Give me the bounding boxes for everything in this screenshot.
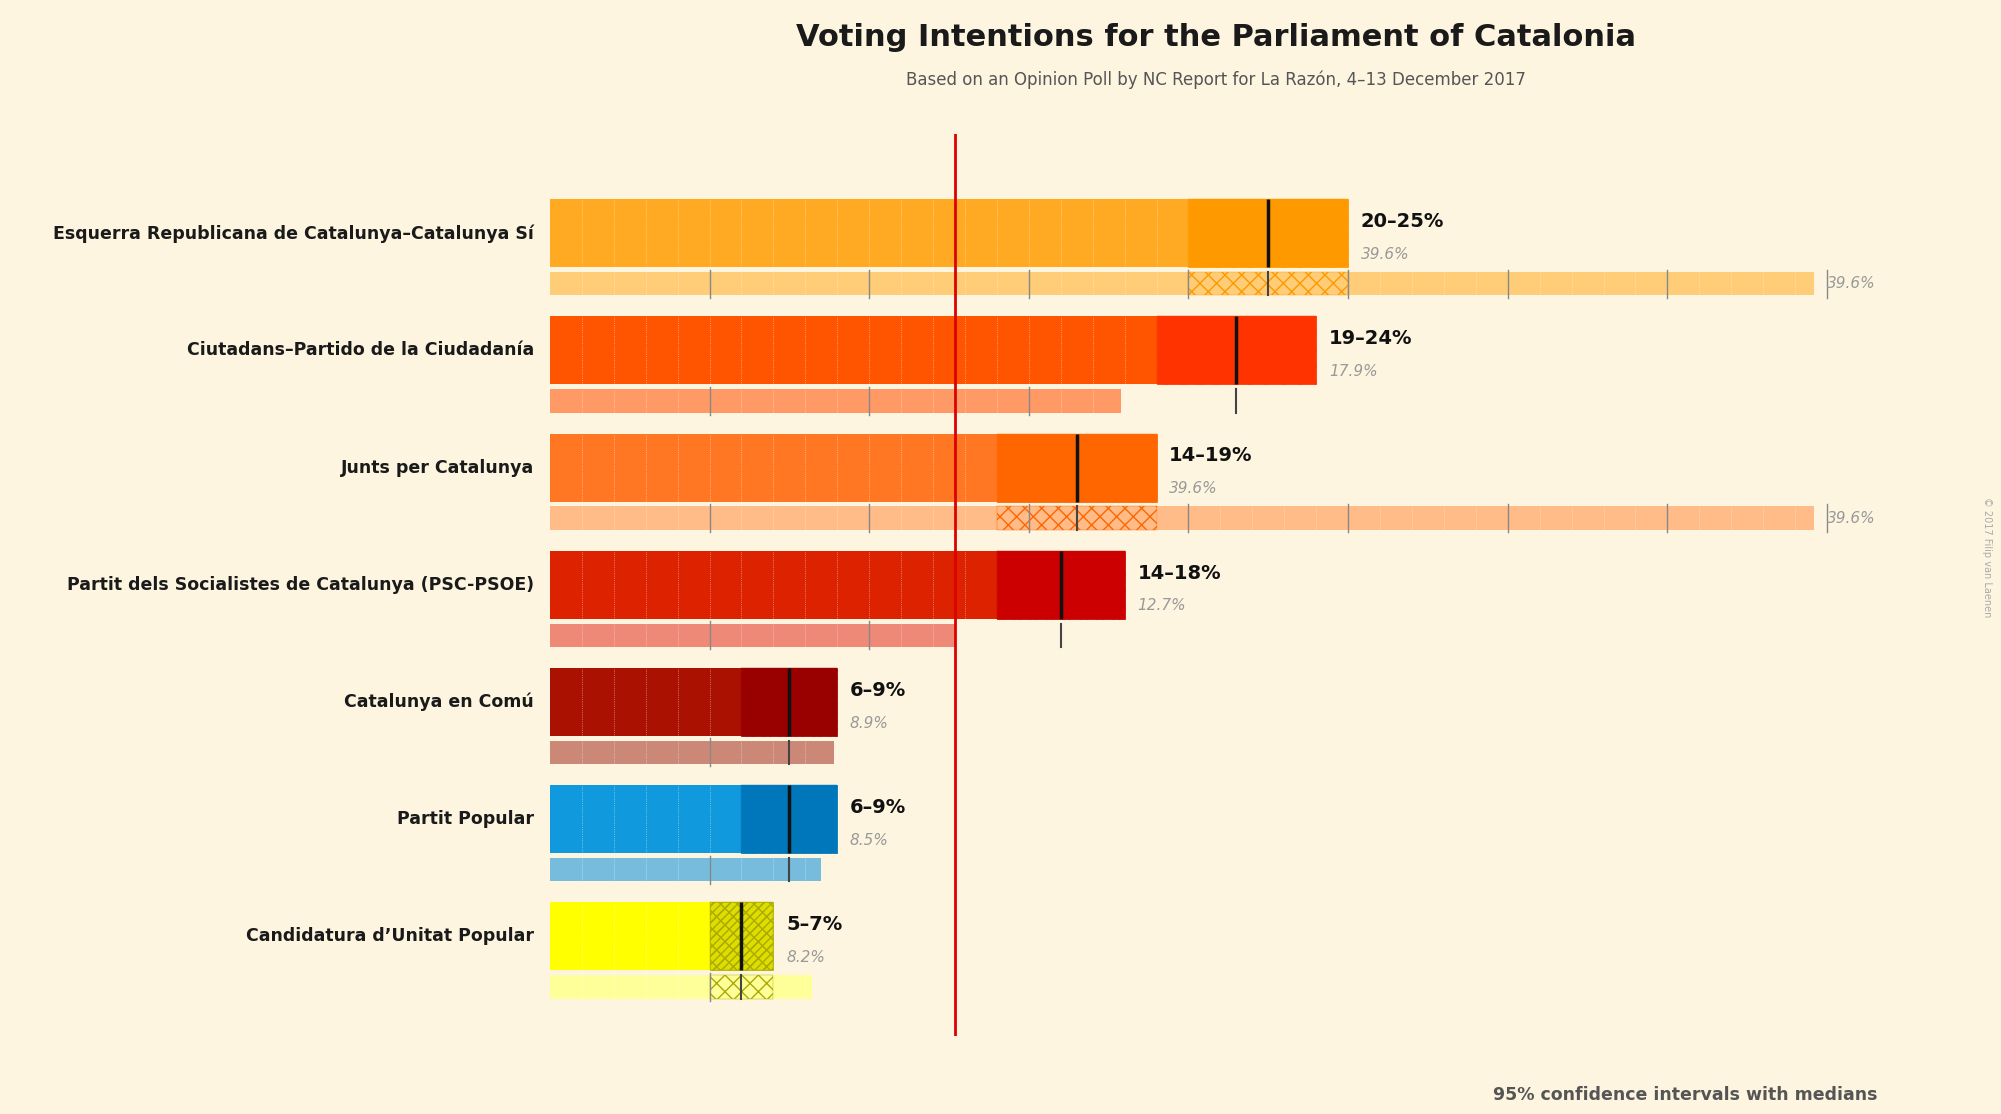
Bar <box>996 433 1157 501</box>
Bar <box>742 785 836 853</box>
Bar <box>550 199 1349 267</box>
Bar <box>550 975 812 998</box>
Text: 39.6%: 39.6% <box>1169 481 1219 496</box>
Text: Ciutadans–Partido de la Ciudadanía: Ciutadans–Partido de la Ciudadanía <box>186 342 534 360</box>
Text: 39.6%: 39.6% <box>1827 510 1875 526</box>
Text: © 2017 Filip van Laenen: © 2017 Filip van Laenen <box>1983 497 1991 617</box>
Bar <box>550 272 1815 295</box>
Bar <box>550 741 834 764</box>
Text: Catalunya en Comú: Catalunya en Comú <box>344 693 534 711</box>
Text: 17.9%: 17.9% <box>1329 364 1377 379</box>
Text: 39.6%: 39.6% <box>1827 276 1875 291</box>
Bar <box>996 550 1125 619</box>
Text: 6–9%: 6–9% <box>850 798 906 817</box>
Bar <box>1189 199 1349 267</box>
Bar <box>710 902 772 970</box>
Bar <box>550 389 1121 412</box>
Text: Partit Popular: Partit Popular <box>396 810 534 828</box>
Bar <box>1189 272 1349 295</box>
Bar <box>1157 316 1317 384</box>
Text: 20–25%: 20–25% <box>1361 212 1445 231</box>
Bar <box>550 785 836 853</box>
Text: Based on an Opinion Poll by NC Report for La Razón, 4–13 December 2017: Based on an Opinion Poll by NC Report fo… <box>906 70 1525 88</box>
Bar <box>742 668 836 736</box>
Text: Candidatura d’Unitat Popular: Candidatura d’Unitat Popular <box>246 928 534 946</box>
Text: 8.2%: 8.2% <box>786 950 824 965</box>
Bar <box>742 785 836 853</box>
Text: 95% confidence intervals with medians: 95% confidence intervals with medians <box>1493 1086 1877 1104</box>
Bar <box>996 507 1157 530</box>
Text: Junts per Catalunya: Junts per Catalunya <box>340 459 534 477</box>
Bar <box>550 624 954 647</box>
Bar <box>1189 199 1349 267</box>
Bar <box>550 858 820 881</box>
Bar <box>996 550 1125 619</box>
Text: 6–9%: 6–9% <box>850 681 906 700</box>
Text: 14–18%: 14–18% <box>1137 564 1221 583</box>
Text: Esquerra Republicana de Catalunya–Catalunya Sí: Esquerra Republicana de Catalunya–Catalu… <box>52 224 534 243</box>
Bar <box>996 433 1157 501</box>
Bar <box>1157 316 1317 384</box>
Bar <box>550 902 772 970</box>
Text: 19–24%: 19–24% <box>1329 330 1413 349</box>
Bar <box>550 668 836 736</box>
Bar <box>710 902 772 970</box>
Bar <box>550 550 1125 619</box>
Text: Voting Intentions for the Parliament of Catalonia: Voting Intentions for the Parliament of … <box>796 23 1635 52</box>
Text: 12.7%: 12.7% <box>1137 598 1187 614</box>
Text: 5–7%: 5–7% <box>786 916 842 935</box>
Bar <box>710 975 772 998</box>
Text: 39.6%: 39.6% <box>1361 247 1409 262</box>
Text: 14–19%: 14–19% <box>1169 447 1253 466</box>
Text: 8.9%: 8.9% <box>850 715 888 731</box>
Bar <box>550 433 1157 501</box>
Text: 8.5%: 8.5% <box>850 833 888 848</box>
Bar <box>742 668 836 736</box>
Text: Partit dels Socialistes de Catalunya (PSC-PSOE): Partit dels Socialistes de Catalunya (PS… <box>66 576 534 594</box>
Bar <box>550 507 1815 530</box>
Bar <box>550 316 1317 384</box>
